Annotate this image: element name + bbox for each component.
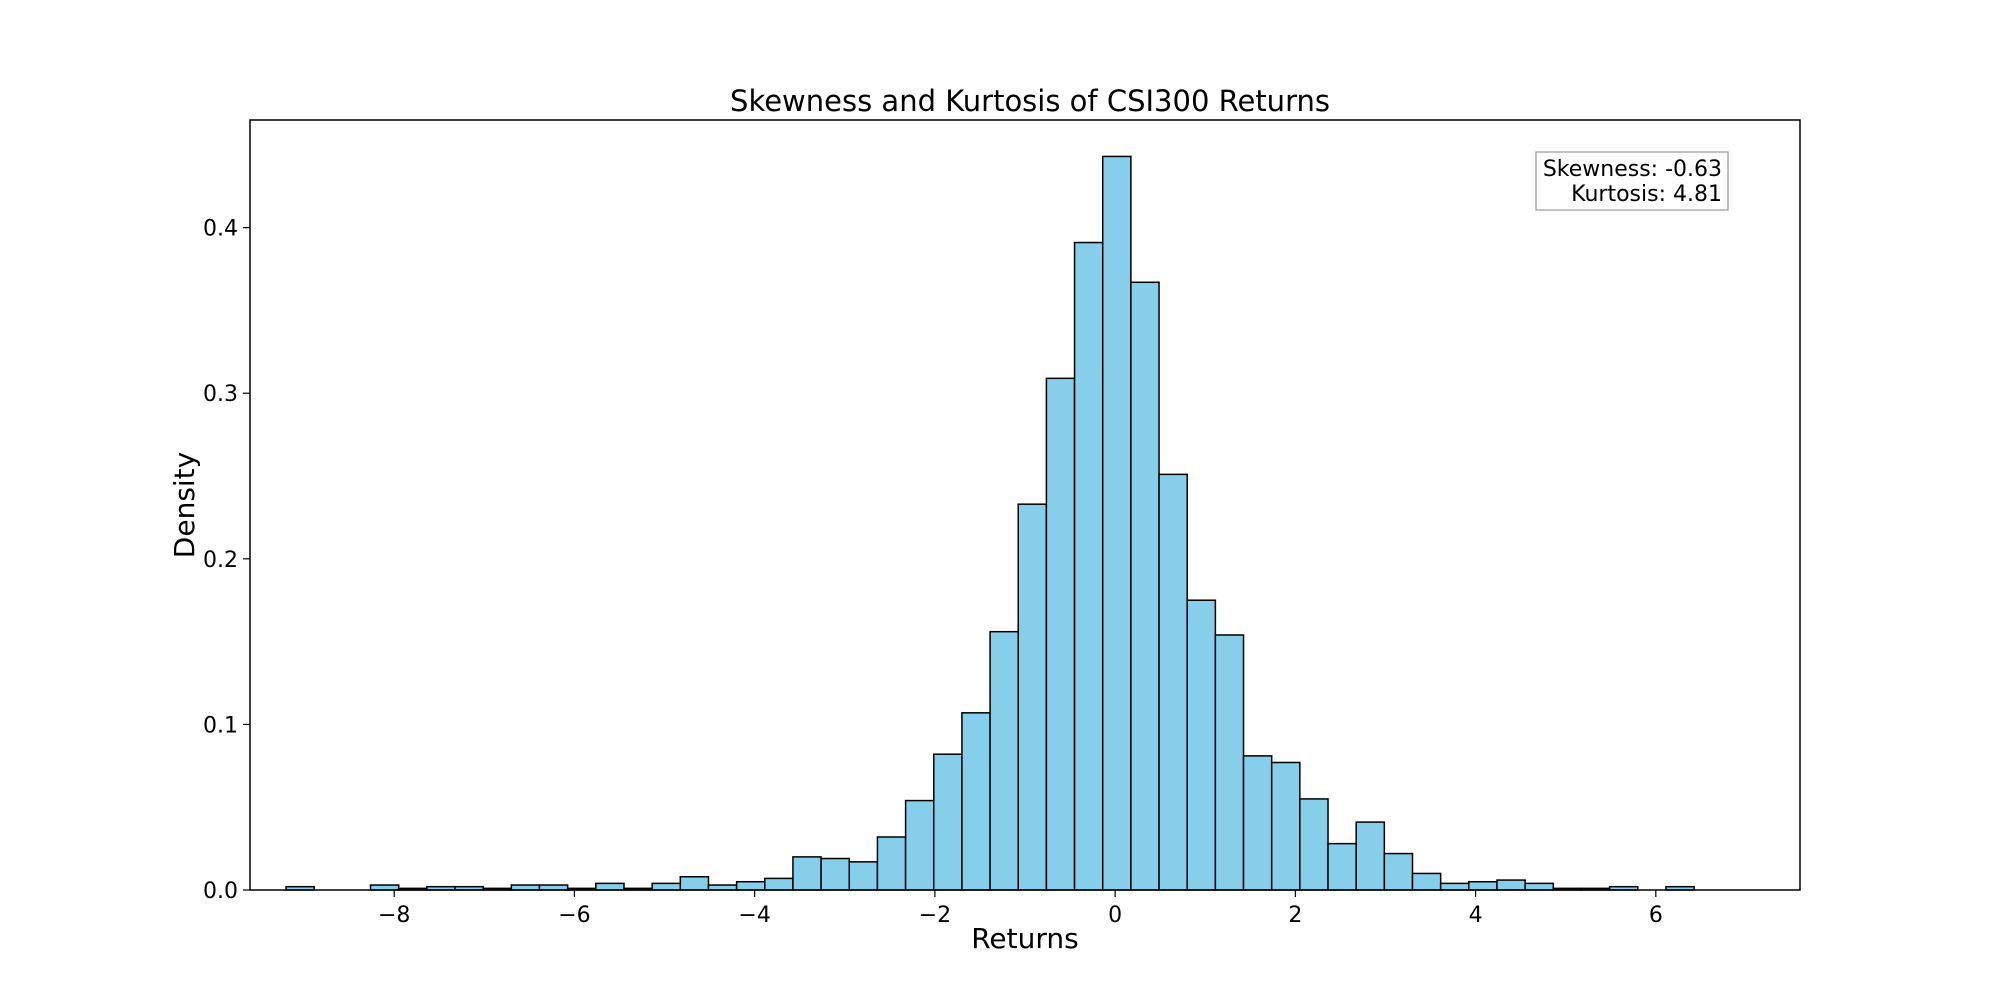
histogram-bar	[1214, 634, 1245, 891]
histogram-bar	[1045, 377, 1076, 891]
histogram-bar	[1327, 842, 1357, 891]
histogram-bar	[1073, 241, 1104, 891]
x-tick-label: 2	[1288, 903, 1302, 928]
x-tick-label: −6	[558, 903, 590, 928]
annotation-frame	[1535, 151, 1729, 211]
histogram-bar	[595, 882, 625, 891]
histogram-bar	[1496, 879, 1526, 891]
y-tick-label: 0.0	[203, 879, 238, 904]
x-tick-label: 0	[1108, 903, 1122, 928]
histogram-bar	[989, 630, 1019, 891]
histogram-bar	[1158, 473, 1188, 891]
histogram-bar	[679, 876, 710, 891]
y-tick-label: 0.1	[203, 713, 238, 738]
histogram-bar	[1186, 599, 1217, 891]
histogram-bar	[1017, 503, 1048, 891]
y-tick-label: 0.3	[203, 382, 238, 407]
histogram-bar	[1130, 281, 1160, 891]
histogram-bar	[1411, 872, 1442, 891]
y-axis-ticks: 0.0 0.1 0.2 0.3 0.4	[203, 217, 250, 904]
histogram-bar	[961, 712, 991, 891]
histogram-bar	[876, 836, 907, 891]
y-axis-label: Density	[168, 452, 201, 558]
y-tick-label: 0.2	[203, 548, 238, 573]
histogram-bar	[904, 799, 935, 891]
histogram-bar	[764, 877, 794, 891]
histogram-bar	[848, 861, 879, 891]
skewness-label: Skewness: -0.63	[1543, 157, 1722, 182]
x-tick-label: −4	[738, 903, 770, 928]
plot-frame	[249, 119, 1801, 891]
x-tick-label: −2	[919, 903, 951, 928]
histogram-bar	[1270, 761, 1301, 891]
histogram-bar	[820, 857, 851, 891]
stats-annotation-box: Skewness: -0.63 Kurtosis: 4.81	[1535, 151, 1729, 211]
histogram-bar	[651, 882, 682, 891]
histogram-bar	[735, 880, 766, 891]
x-axis-label: Returns	[971, 922, 1079, 955]
x-tick-label: 6	[1649, 903, 1663, 928]
histogram-bar	[1355, 821, 1386, 891]
x-tick-label: 4	[1469, 903, 1483, 928]
histogram-bar	[933, 753, 963, 891]
histogram-bar	[1299, 798, 1329, 891]
x-axis-ticks: −8 −6 −4 −2 0 2 4 6	[378, 890, 1663, 928]
histogram-bar	[1383, 852, 1414, 891]
y-tick-label: 0.4	[203, 217, 238, 242]
kurtosis-label: Kurtosis: 4.81	[1571, 182, 1722, 207]
histogram-bar	[1439, 882, 1470, 891]
histogram-bar	[1468, 880, 1498, 891]
histogram-bar	[1242, 755, 1273, 891]
histogram-bars	[285, 155, 1695, 891]
x-tick-label: −8	[378, 903, 410, 928]
chart-title: Skewness and Kurtosis of CSI300 Returns	[730, 84, 1330, 118]
histogram-bar	[792, 856, 822, 891]
histogram-bar	[1101, 155, 1132, 891]
histogram-bar	[1524, 882, 1555, 891]
